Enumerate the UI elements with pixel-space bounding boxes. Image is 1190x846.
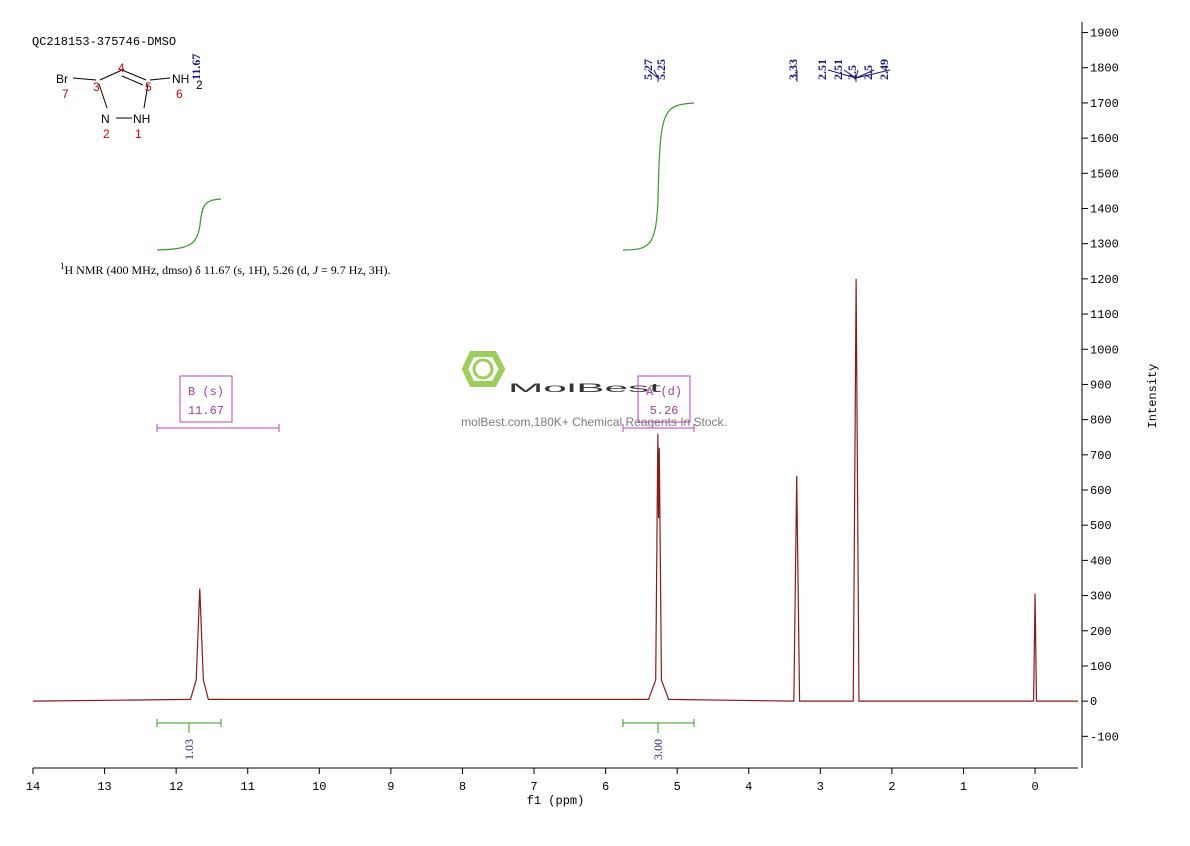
description-rest: = 9.7 Hz, 3H). [318,263,390,277]
y-tick-label: 600 [1090,484,1112,498]
watermark-brand: MolBest [508,381,663,395]
integral-value: 1.03 [182,739,196,760]
x-axis-label: f1 (ppm) [527,794,585,808]
y-tick-label: 1300 [1090,238,1119,252]
bond [143,83,149,109]
y-tick-label: 1400 [1090,203,1119,217]
x-tick-label: 11 [241,780,255,794]
atom-number: 4 [118,61,125,75]
description-j: J [313,263,319,277]
peak-label: 5.27 [641,59,655,80]
peak-label: 5.25 [654,59,668,80]
description-text: H NMR (400 MHz, dmso) δ 11.67 (s, 1H), 5… [65,263,313,277]
bond [121,75,144,86]
atom: Br [56,72,68,86]
x-tick-label: 0 [1031,780,1038,794]
multiplet-range [622,424,695,432]
multiplet-name: B (s) [188,385,224,399]
x-tick-label: 13 [97,780,111,794]
x-tick-label: 8 [459,780,466,794]
nmr-description: 1H NMR (400 MHz, dmso) δ 11.67 (s, 1H), … [60,261,390,277]
y-tick-label: -100 [1090,730,1119,744]
y-tick-label: 1700 [1090,97,1119,111]
y-tick-label: 1500 [1090,167,1119,181]
multiplet-shift: 5.26 [650,404,679,418]
y-tick-label: 300 [1090,590,1112,604]
x-tick-label: 4 [745,780,752,794]
x-tick-label: 5 [674,780,681,794]
integral-value: 3.00 [651,739,665,760]
y-tick-label: 700 [1090,449,1112,463]
atom-number: 2 [103,127,110,141]
bond [98,83,108,109]
atom: NH [133,112,150,126]
multiplet-box [179,375,233,423]
peak-label: 2.51 [831,59,845,80]
atom-number: 7 [62,87,69,101]
atom-subscript: 2 [196,78,203,92]
multiplet-name: A (d) [646,385,682,399]
x-tick-label: 10 [312,780,326,794]
integral-curve [622,102,695,251]
y-tick-label: 900 [1090,378,1112,392]
x-tick-label: 12 [169,780,183,794]
y-tick-label: 400 [1090,554,1112,568]
multiplet-range [156,424,280,432]
watermark: MolBest molBest.com,180K+ Chemical Reage… [461,351,727,429]
atom: N [101,112,110,126]
superscript: 1 [60,261,65,271]
bond [149,77,171,81]
atom-number: 3 [93,80,100,94]
x-tick-label: 7 [530,780,537,794]
y-tick-label: 1200 [1090,273,1119,287]
peak-fan [647,69,891,82]
peak-label: 2.51 [815,59,829,80]
watermark-logo [472,358,494,380]
bond [99,69,123,81]
atom-number: 5 [145,80,152,94]
atom: NH [172,72,189,86]
watermark-logo [461,351,506,387]
spectrum-line [32,278,1078,702]
molecule: Br NH 2 N NH 1 2 3 4 5 6 7 [56,61,203,141]
sample-id: QC218153-375746-DMSO [32,35,176,49]
x-tick-label: 2 [888,780,895,794]
bond [72,77,97,81]
integral-curves [156,102,695,251]
y-tick-label: 200 [1090,625,1112,639]
multiplet-shift: 11.67 [188,404,224,418]
x-tick-label: 14 [26,780,40,794]
integral-range [156,719,222,733]
y-tick-label: 1900 [1090,27,1119,41]
peak-label: 3.33 [786,59,800,80]
x-tick-label: 3 [817,780,824,794]
peak-label: 11.67 [189,54,203,80]
multiplet-box [637,375,691,423]
y-tick-label: 0 [1090,695,1097,709]
y-tick-label: 100 [1090,660,1112,674]
atom-number: 1 [135,127,142,141]
x-tick-label: 1 [960,780,967,794]
integral-range [622,719,695,733]
y-tick-label: 1100 [1090,308,1119,322]
y-tick-label: 1000 [1090,343,1119,357]
integral-curve [156,198,222,251]
watermark-tagline: molBest.com,180K+ Chemical Reagents In S… [461,415,727,429]
y-tick-label: 500 [1090,519,1112,533]
x-tick-label: 9 [387,780,394,794]
peak-label: 2.49 [877,59,891,80]
y-tick-label: 800 [1090,414,1112,428]
y-tick-label: 1600 [1090,132,1119,146]
atom-number: 6 [176,87,183,101]
y-axis-label: Intensity [1146,364,1160,429]
bond [121,69,147,81]
y-tick-label: 1800 [1090,62,1119,76]
x-tick-label: 6 [602,780,609,794]
